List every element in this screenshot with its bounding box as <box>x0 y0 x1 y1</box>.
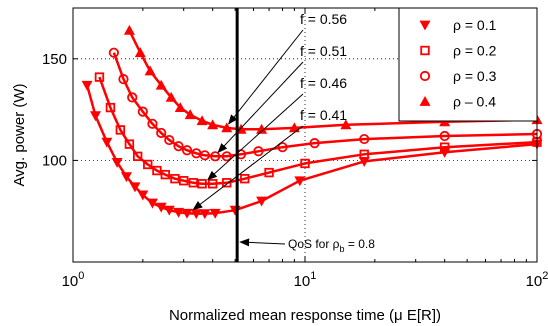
annotation-label: f = 0.56 <box>300 11 347 27</box>
data-point <box>256 196 268 207</box>
data-point <box>184 109 196 120</box>
qos-arrow <box>239 238 286 247</box>
data-point <box>199 209 211 220</box>
data-point <box>132 151 143 162</box>
data-point <box>256 123 268 134</box>
data-point <box>118 74 129 85</box>
y-tick-label: 100 <box>42 152 67 169</box>
data-point <box>124 139 135 149</box>
x-tick-label: 100 <box>62 270 85 290</box>
data-point <box>222 178 232 188</box>
data-point <box>164 134 175 146</box>
data-point <box>174 102 186 112</box>
data-point <box>129 182 141 193</box>
data-point <box>160 169 171 180</box>
data-point <box>309 138 320 149</box>
data-point <box>181 145 193 156</box>
data-point <box>221 122 233 133</box>
plot-area <box>81 8 543 262</box>
annotation-arrow <box>217 61 304 154</box>
data-point <box>170 173 180 184</box>
data-point <box>127 92 138 103</box>
data-point <box>264 167 274 178</box>
data-point <box>165 91 177 102</box>
legend: ρ = 0.1 ρ = 0.2 ρ = 0.3 ρ – 0.4 <box>398 7 538 122</box>
series-line <box>128 29 538 131</box>
data-point <box>137 190 149 201</box>
legend-marker <box>420 45 430 56</box>
data-point <box>190 209 202 220</box>
data-point <box>359 133 370 145</box>
data-point <box>178 176 189 186</box>
qos-label: QoS for ρb = 0.8 <box>288 237 375 254</box>
annotation-arrow <box>207 93 304 181</box>
data-point <box>123 24 135 35</box>
data-point <box>137 106 148 117</box>
annotation-label: f = 0.46 <box>300 75 347 91</box>
annotations: f = 0.56 f = 0.51 f = 0.46 f = 0.41 QoS for … <box>192 11 375 254</box>
data-point <box>134 47 146 58</box>
data-point <box>181 208 193 219</box>
data-point <box>210 151 221 162</box>
legend-marker <box>419 70 431 82</box>
data-point <box>439 130 450 142</box>
series-2 <box>94 72 542 189</box>
data-point <box>173 207 185 218</box>
x-tick-label: 101 <box>294 270 317 290</box>
annotation-arrow <box>228 29 304 125</box>
data-point <box>144 65 156 76</box>
data-point <box>120 172 132 183</box>
data-point <box>359 149 369 160</box>
series-4 <box>123 24 543 134</box>
data-point <box>253 146 264 157</box>
y-axis-title: Avg. power (W) <box>11 83 28 186</box>
data-point <box>163 205 175 216</box>
data-point <box>156 127 167 139</box>
data-point <box>89 111 101 122</box>
data-point <box>197 179 207 189</box>
data-point <box>199 150 210 161</box>
legend-label: ρ = 0.3 <box>453 68 497 84</box>
data-point <box>155 79 167 90</box>
data-point <box>294 176 306 187</box>
legend-marker <box>419 96 431 106</box>
data-point <box>143 159 153 170</box>
data-point <box>81 80 93 91</box>
series-line <box>98 76 538 186</box>
data-point <box>240 173 250 184</box>
annotation-label: f = 0.51 <box>300 43 347 59</box>
data-point <box>105 102 116 113</box>
data-point <box>115 125 126 135</box>
axes: 100 150 100 101 102 <box>42 8 548 290</box>
data-point <box>173 141 184 152</box>
legend-label: ρ – 0.4 <box>453 94 496 110</box>
data-point <box>300 158 310 169</box>
x-axis-title: Normalized mean response time (μ E[R]) <box>169 307 441 324</box>
data-point <box>111 158 123 168</box>
data-point <box>209 208 221 219</box>
data-point <box>358 157 370 167</box>
x-tick-label: 102 <box>526 270 548 290</box>
data-point <box>147 118 158 129</box>
data-point <box>146 198 158 209</box>
legend-marker <box>419 20 431 31</box>
data-point <box>277 142 288 153</box>
y-tick-label: 150 <box>42 51 67 68</box>
annotation-label: f = 0.41 <box>300 107 347 123</box>
legend-label: ρ = 0.2 <box>453 43 497 59</box>
data-point <box>155 202 167 213</box>
data-point <box>207 119 219 130</box>
data-point <box>288 122 300 133</box>
data-point <box>101 137 113 148</box>
data-point <box>340 119 352 130</box>
data-point <box>94 72 105 82</box>
data-point <box>188 178 198 188</box>
annotation-arrow <box>192 125 304 211</box>
data-point <box>108 47 119 58</box>
legend-label: ρ = 0.1 <box>453 17 497 33</box>
data-point <box>196 115 208 126</box>
data-point <box>439 142 450 152</box>
